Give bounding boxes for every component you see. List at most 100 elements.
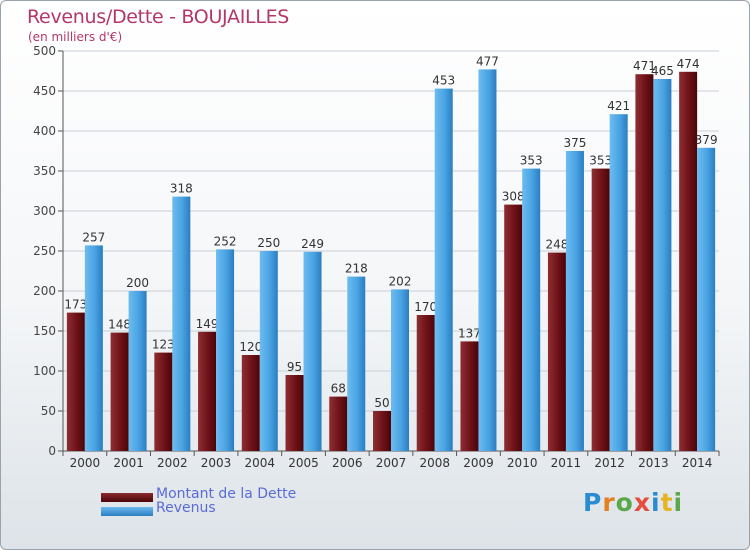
y-tick-label: 100: [33, 364, 56, 378]
data-label-revenus: 249: [301, 237, 324, 251]
x-tick-label: 2000: [70, 456, 101, 470]
bar-dette: [679, 71, 698, 452]
data-label-dette: 123: [152, 338, 175, 352]
data-label-dette: 173: [64, 298, 87, 312]
x-tick-label: 2013: [638, 456, 669, 470]
data-label-dette: 474: [677, 57, 700, 71]
y-tick-label: 150: [33, 324, 56, 338]
y-tick-label: 200: [33, 284, 56, 298]
x-tick-label: 2004: [245, 456, 276, 470]
legend-label-dette: Montant de la Dette: [156, 486, 297, 502]
x-tick-label: 2002: [157, 456, 188, 470]
data-label-revenus: 353: [520, 154, 543, 168]
bar-revenus: [478, 69, 497, 452]
proxiti-logo-letter: r: [602, 488, 616, 517]
bar-dette: [460, 341, 479, 451]
x-tick-label: 2001: [113, 456, 144, 470]
x-tick-label: 2005: [288, 456, 319, 470]
data-label-dette: 170: [414, 300, 437, 314]
data-label-dette: 68: [331, 382, 346, 396]
legend-swatch-revenus: [101, 507, 153, 516]
data-label-revenus: 465: [651, 64, 674, 78]
proxiti-logo-letter: i: [651, 488, 661, 517]
data-label-revenus: 257: [82, 230, 105, 244]
bar-dette: [329, 396, 348, 451]
data-label-revenus: 318: [170, 182, 193, 196]
y-tick-label: 0: [48, 444, 56, 458]
bar-revenus: [522, 168, 541, 451]
x-tick-label: 2010: [507, 456, 538, 470]
bar-revenus: [216, 249, 235, 451]
bar-dette: [591, 168, 610, 451]
bar-dette: [547, 252, 566, 451]
bar-dette: [110, 332, 129, 451]
data-label-dette: 120: [239, 340, 262, 354]
proxiti-logo-letter: P: [583, 488, 603, 517]
proxiti-logo-letter: i: [673, 488, 684, 517]
chart-subtitle: (en milliers d'€): [28, 30, 123, 44]
chart-title: Revenus/Dette - BOUJAILLES: [27, 6, 290, 28]
bar-revenus: [303, 251, 322, 451]
proxiti-logo: Proxiti: [583, 488, 683, 517]
y-tick-label: 450: [33, 84, 56, 98]
x-tick-label: 2006: [332, 456, 363, 470]
data-label-revenus: 375: [563, 136, 586, 150]
bar-revenus: [128, 291, 147, 451]
bar-revenus: [697, 147, 716, 452]
proxiti-logo-letter: x: [633, 488, 651, 517]
data-label-revenus: 453: [432, 74, 455, 88]
legend-swatch-dette: [101, 493, 153, 502]
data-label-revenus: 379: [695, 133, 718, 147]
y-tick-label: 350: [33, 164, 56, 178]
bar-dette: [198, 331, 217, 451]
x-tick-label: 2011: [551, 456, 582, 470]
y-tick-label: 500: [33, 44, 56, 58]
proxiti-logo-letter: o: [615, 488, 634, 517]
bar-dette: [504, 204, 523, 451]
data-label-revenus: 477: [476, 54, 499, 68]
data-label-dette: 353: [589, 154, 612, 168]
bar-revenus: [391, 289, 409, 451]
bar-revenus: [653, 79, 672, 451]
data-label-dette: 148: [108, 318, 131, 332]
y-tick-label: 250: [33, 244, 56, 258]
proxiti-logo-letter: t: [660, 488, 674, 517]
bar-revenus: [434, 88, 453, 451]
y-tick-label: 50: [41, 404, 56, 418]
data-label-dette: 95: [287, 360, 302, 374]
data-label-dette: 471: [633, 59, 656, 73]
x-tick-label: 2003: [201, 456, 232, 470]
data-label-dette: 50: [374, 396, 389, 410]
bar-revenus: [259, 251, 278, 451]
data-label-revenus: 218: [345, 262, 368, 276]
bar-dette: [66, 312, 85, 451]
data-label-dette: 137: [458, 326, 481, 340]
bar-revenus: [565, 151, 584, 451]
data-label-dette: 149: [196, 317, 219, 331]
x-tick-label: 2012: [594, 456, 625, 470]
bar-dette: [285, 375, 304, 451]
bar-dette: [154, 352, 173, 451]
bar-dette: [373, 411, 391, 451]
x-tick-label: 2009: [463, 456, 494, 470]
data-label-revenus: 250: [257, 236, 280, 250]
data-label-revenus: 252: [214, 234, 237, 248]
bar-dette: [416, 315, 435, 451]
x-tick-label: 2007: [376, 456, 407, 470]
y-tick-label: 300: [33, 204, 56, 218]
data-label-dette: 248: [545, 238, 568, 252]
bar-dette: [635, 74, 654, 451]
y-tick-label: 400: [33, 124, 56, 138]
data-label-revenus: 202: [389, 274, 412, 288]
bar-revenus: [609, 114, 628, 451]
bar-revenus: [172, 196, 191, 451]
data-label-dette: 308: [502, 190, 525, 204]
x-tick-label: 2008: [419, 456, 450, 470]
legend-label-revenus: Revenus: [156, 500, 216, 516]
x-tick-label: 2014: [682, 456, 713, 470]
bar-revenus: [84, 245, 103, 451]
data-label-revenus: 200: [126, 276, 149, 290]
data-label-revenus: 421: [607, 99, 630, 113]
